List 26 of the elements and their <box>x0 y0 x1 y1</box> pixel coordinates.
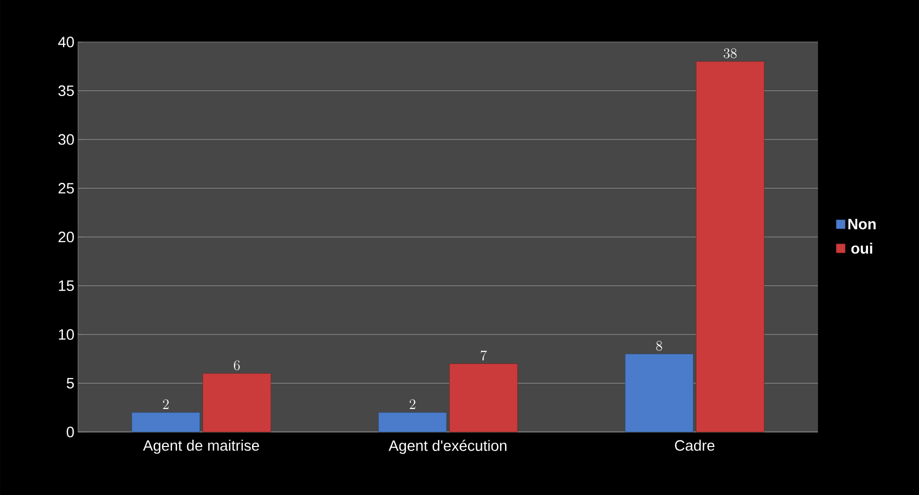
data-label: 7 <box>480 350 487 361</box>
bar <box>378 412 447 432</box>
y-tick-label: 10 <box>58 329 74 340</box>
bar <box>202 373 272 432</box>
data-label: 6 <box>234 360 240 370</box>
bar <box>449 364 518 432</box>
bar <box>624 354 694 432</box>
legend-label: oui <box>851 242 872 254</box>
y-tick-label: 40 <box>58 36 74 48</box>
x-tick-label: Cadre <box>675 440 714 451</box>
y-tick-label: 15 <box>58 280 74 291</box>
y-tick-label: 35 <box>58 85 74 96</box>
y-tick-label: 0 <box>66 426 74 438</box>
y-tick-label: 30 <box>58 134 74 145</box>
y-tick-label: 20 <box>58 232 74 242</box>
x-tick-label: Agent de maitrise <box>143 440 260 454</box>
y-tick-label: 25 <box>58 182 74 194</box>
data-label: 8 <box>656 340 662 351</box>
bar <box>132 412 200 432</box>
x-tick-label: Agent d'exécution <box>388 440 506 454</box>
bar <box>696 61 764 432</box>
data-label: 38 <box>724 48 737 58</box>
data-label: 2 <box>163 399 169 409</box>
legend-label: Non <box>848 218 876 230</box>
y-tick-label: 5 <box>66 378 74 388</box>
data-label: 2 <box>410 399 416 409</box>
